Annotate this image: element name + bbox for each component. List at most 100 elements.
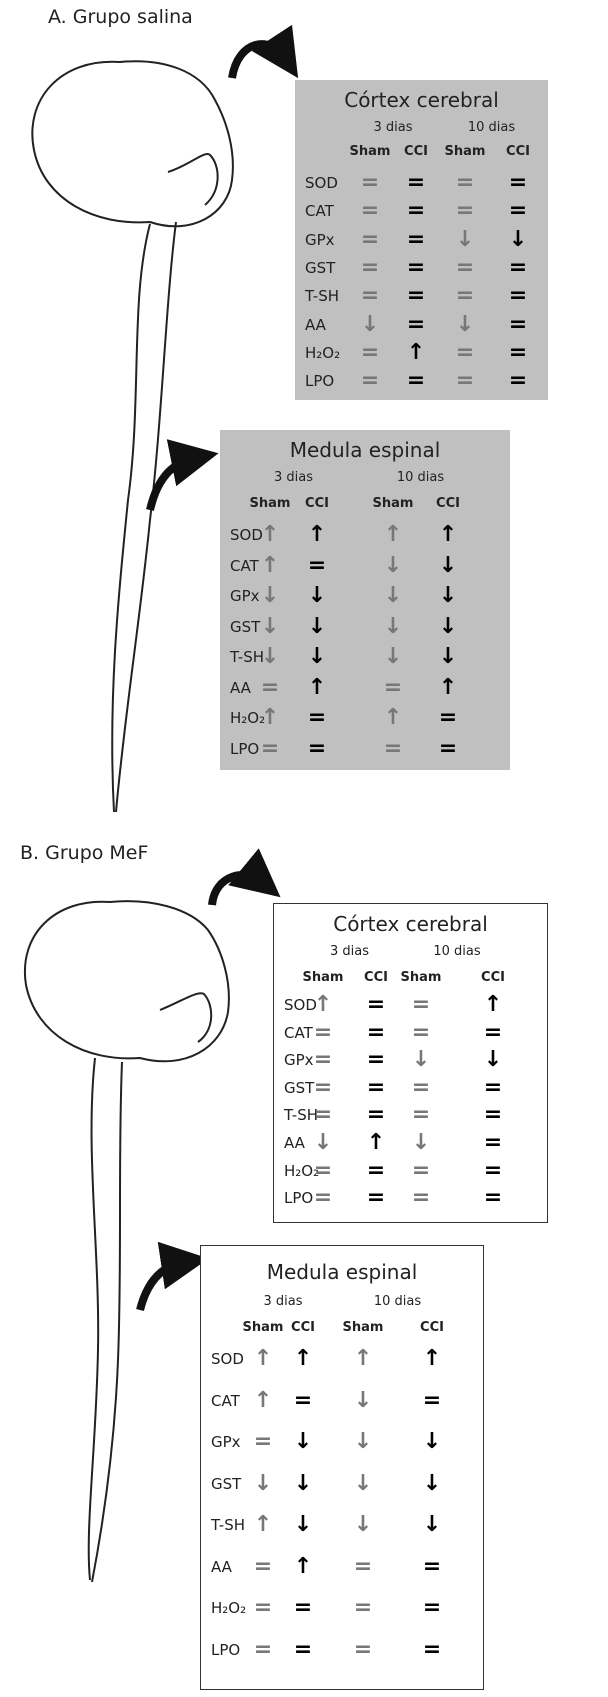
change-symbol: ↓: [483, 1047, 503, 1073]
change-symbol: =: [260, 735, 280, 761]
change-symbol: =: [360, 339, 380, 365]
change-symbol: ↓: [422, 1429, 442, 1454]
change-symbol: =: [353, 1595, 373, 1620]
change-symbol: =: [411, 992, 431, 1017]
change-symbol: ↑: [438, 674, 458, 700]
row-label: LPO: [305, 372, 335, 391]
arrows: [136, 24, 299, 1312]
change-symbol: =: [508, 254, 528, 280]
change-symbol: =: [313, 1102, 333, 1128]
change-symbol: ↑: [313, 992, 333, 1017]
change-symbol: =: [483, 1019, 503, 1045]
change-symbol: =: [406, 170, 426, 195]
panel-title: A. Grupo salina: [48, 6, 193, 28]
row-label: GPx: [230, 587, 260, 605]
change-symbol: ↓: [353, 1512, 373, 1537]
change-symbol: ↑: [253, 1346, 273, 1371]
change-symbol: ↓: [438, 644, 458, 669]
change-symbol: =: [253, 1429, 273, 1454]
row-label: CAT: [284, 1023, 313, 1042]
change-symbol: =: [438, 705, 458, 730]
change-symbol: =: [508, 311, 528, 337]
change-symbol: =: [253, 1636, 273, 1662]
change-symbol: =: [353, 1553, 373, 1579]
change-symbol: =: [406, 368, 426, 394]
change-symbol: =: [360, 254, 380, 280]
change-symbol: =: [383, 674, 403, 700]
column-header: CCI: [481, 970, 505, 985]
change-symbol: =: [483, 1074, 503, 1100]
change-symbol: =: [411, 1019, 431, 1045]
brain-a: [31, 60, 234, 813]
change-symbol: =: [438, 735, 458, 761]
change-symbol: ↓: [307, 583, 327, 608]
result-table: Medula espinal 3 dias 10 dias Sham CCI Sham CC…: [220, 430, 510, 770]
change-symbol: ↓: [411, 1047, 431, 1073]
change-symbol: =: [508, 368, 528, 394]
change-symbol: =: [307, 705, 327, 730]
change-symbol: =: [366, 1074, 386, 1100]
change-symbol: ↓: [293, 1429, 313, 1454]
change-symbol: =: [260, 674, 280, 700]
row-label: LPO: [211, 1640, 241, 1659]
result-table: Córtex cerebral 3 dias 10 dias Sham CCI Sham C…: [273, 903, 548, 1223]
column-header: Sham: [249, 496, 291, 511]
change-symbol: =: [353, 1636, 373, 1662]
change-symbol: ↑: [260, 522, 280, 547]
change-symbol: =: [411, 1185, 431, 1211]
change-symbol: ↑: [293, 1553, 313, 1579]
row-label: GST: [211, 1474, 242, 1493]
change-symbol: =: [313, 1185, 333, 1211]
row-label: AA: [305, 315, 326, 334]
change-symbol: ↓: [313, 1130, 333, 1155]
row-label: CAT: [305, 202, 334, 221]
change-symbol: =: [383, 735, 403, 761]
change-symbol: ↓: [438, 613, 458, 639]
change-symbol: =: [406, 283, 426, 309]
change-symbol: =: [455, 339, 475, 365]
change-symbol: =: [508, 283, 528, 309]
row-label: SOD: [230, 526, 263, 544]
row-label: CAT: [211, 1391, 240, 1410]
column-header: Sham: [444, 144, 486, 159]
row-label: H₂O₂: [230, 709, 266, 727]
change-symbol: =: [406, 198, 426, 224]
row-label: CAT: [230, 556, 259, 575]
change-symbol: ↓: [383, 552, 403, 578]
period-label: 10 dias: [373, 1294, 422, 1309]
row-label: LPO: [230, 739, 260, 758]
change-symbol: =: [455, 368, 475, 394]
change-symbol: =: [366, 992, 386, 1017]
row-label: GPx: [305, 230, 335, 249]
change-symbol: ↓: [422, 1512, 442, 1537]
period-label: 3 dias: [273, 470, 314, 485]
change-symbol: =: [422, 1595, 442, 1620]
change-symbol: ↓: [253, 1470, 273, 1496]
row-label: H₂O₂: [284, 1161, 320, 1180]
change-symbol: =: [307, 735, 327, 761]
change-symbol: =: [411, 1102, 431, 1128]
column-header: CCI: [420, 1320, 444, 1335]
change-symbol: ↓: [260, 583, 280, 608]
change-symbol: ↓: [411, 1130, 431, 1155]
column-header: CCI: [506, 144, 530, 159]
change-symbol: =: [293, 1387, 313, 1413]
row-label: T-SH: [305, 287, 339, 306]
row-label: AA: [211, 1557, 232, 1576]
change-symbol: =: [455, 283, 475, 309]
change-symbol: ↑: [438, 522, 458, 547]
table-title: Córtex cerebral: [344, 88, 499, 112]
change-symbol: =: [406, 254, 426, 280]
change-symbol: =: [366, 1047, 386, 1073]
change-symbol: =: [508, 339, 528, 365]
change-symbol: =: [253, 1595, 273, 1620]
change-symbol: ↑: [253, 1387, 273, 1413]
period-label: 10 dias: [433, 944, 481, 959]
change-symbol: ↑: [260, 705, 280, 730]
change-symbol: =: [483, 1130, 503, 1155]
column-header: Sham: [242, 1320, 284, 1335]
row-label: T-SH: [230, 648, 264, 666]
row-label: LPO: [284, 1189, 314, 1208]
change-symbol: ↑: [353, 1346, 373, 1371]
